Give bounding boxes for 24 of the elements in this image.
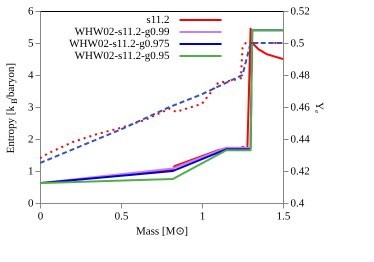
y2-tick-label: 0.48 [290, 70, 310, 82]
y-tick-label: 1 [28, 166, 34, 178]
legend-label: s11.2 [146, 14, 170, 26]
legend-label: WHW02-s11.2-g0.95 [74, 50, 170, 62]
y2-tick-label: 0.52 [290, 6, 310, 18]
x-tick-label: 0 [38, 210, 44, 222]
legend-label: WHW02-s11.2-g0.99 [74, 26, 170, 38]
x-tick-label: 1 [200, 210, 206, 222]
y-tick-label: 0 [28, 198, 34, 210]
y2-axis-title: Yₑ [312, 102, 325, 114]
x-tick-label: 0.5 [114, 210, 129, 222]
y-tick-label: 4 [28, 70, 34, 82]
x-tick-label: 1.5 [276, 210, 291, 222]
y2-tick-label: 0.5 [290, 38, 305, 50]
y-tick-label: 6 [28, 6, 34, 18]
legend-label: WHW02-s11.2-g0.975 [69, 38, 170, 50]
y2-tick-label: 0.46 [290, 102, 310, 114]
y2-tick-label: 0.4 [290, 198, 305, 210]
y2-tick-label: 0.42 [290, 166, 310, 178]
y-tick-label: 2 [28, 134, 34, 146]
x-axis-title: Mass [M⊙] [136, 226, 188, 238]
y-tick-label: 3 [28, 102, 34, 114]
y2-tick-label: 0.44 [290, 134, 310, 146]
y-tick-label: 5 [28, 38, 34, 50]
